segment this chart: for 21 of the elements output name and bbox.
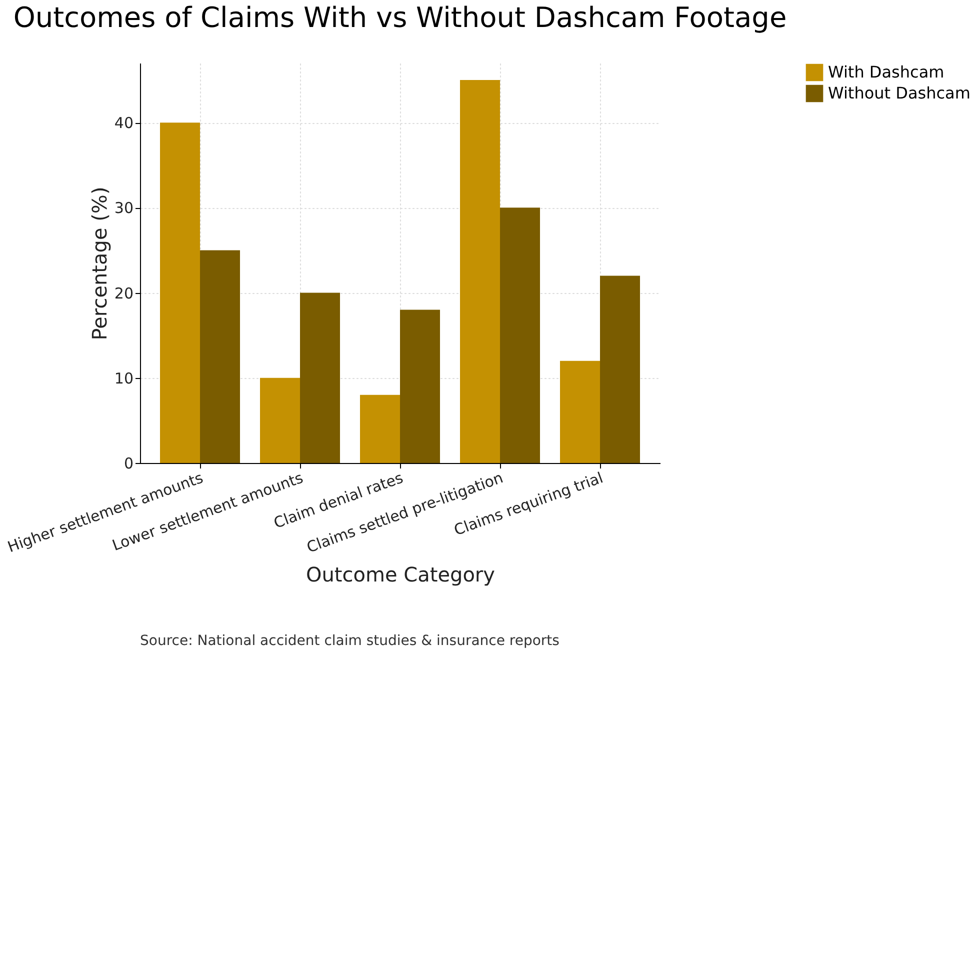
bar [200,250,240,463]
x-axis-title: Outcome Category [306,562,496,587]
bar [500,208,540,463]
legend-label: Without Dashcam [828,84,970,102]
bar [260,378,300,463]
bar [460,80,500,463]
bar [600,276,640,463]
bar [160,122,200,463]
y-tick-label: 40 [114,114,134,132]
bar [360,394,400,463]
y-tick-label: 10 [114,369,134,388]
y-tick-label: 30 [114,199,134,218]
bar [400,310,440,463]
bar [300,292,340,463]
legend-label: With Dashcam [828,62,944,82]
y-tick-label: 0 [124,454,134,472]
chart-title: Outcomes of Claims With vs Without Dashcam Footage [13,1,787,34]
source-note: Source: National accident claim studies & insurance reports [140,633,560,649]
y-axis-title: Percentage (%) [87,186,112,340]
y-tick-label: 20 [114,284,134,302]
bar [560,360,600,463]
